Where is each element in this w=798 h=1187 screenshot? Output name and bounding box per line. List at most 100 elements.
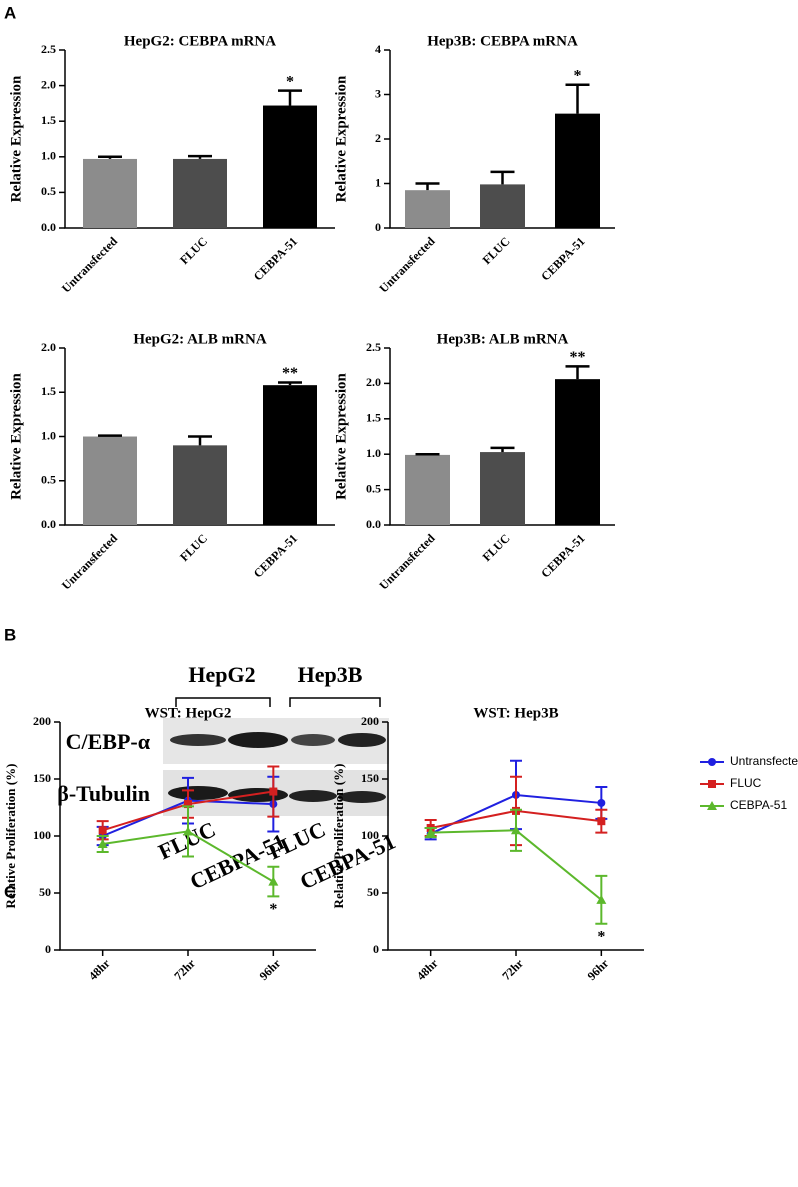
y-axis-label: Relative Proliferation (%) [331,764,346,909]
x-tick-label: FLUC [480,531,513,564]
error-bar [490,170,515,185]
x-tick-label: FLUC [177,531,210,564]
y-tick-label: 4 [375,42,381,56]
band [291,734,335,746]
y-tick-label: 0.5 [41,473,56,487]
x-tick-label: 48hr [86,956,113,983]
western-blot: HepG2 Hep3B C/EBP-α β-Tubulin FLUC CEBPA… [57,662,399,894]
x-tick-label: 96hr [257,956,284,983]
x-tick-label: Untransfected [59,234,121,296]
y-tick-label: 0 [373,942,379,956]
x-tick-label: CEBPA-51 [538,531,587,580]
legend-label: FLUC [730,776,762,790]
y-tick-label: 50 [367,885,379,899]
significance: ** [282,365,298,382]
significance: * [597,928,605,945]
band [228,732,288,748]
marker [183,826,193,836]
y-tick-label: 0.5 [41,184,56,198]
chart-title: WST: HepG2 [145,705,232,721]
marker [597,817,606,826]
marker [708,758,716,766]
x-tick-label: CEBPA-51 [538,234,587,283]
y-tick-label: 3 [375,86,381,100]
y-tick-label: 1.5 [41,113,56,127]
significance: ** [570,349,586,366]
marker [98,826,107,835]
y-tick-label: 200 [33,714,51,728]
y-tick-label: 150 [33,771,51,785]
x-tick-label: 72hr [499,956,526,983]
x-tick-label: Untransfected [59,531,121,593]
error-bar [565,365,590,380]
marker [707,801,717,810]
y-tick-label: 2 [375,131,381,145]
y-tick-label: 2.0 [41,77,56,91]
error-bar [98,434,122,437]
error-bar [415,452,440,456]
panel-label: A [4,3,16,22]
y-tick-label: 2.5 [41,42,56,56]
marker [597,798,606,807]
blot-group: Hep3B [298,662,363,687]
x-tick-label: CEBPA-51 [251,234,300,283]
bar [405,454,450,525]
band [338,733,386,747]
chart-title: HepG2: CEBPA mRNA [124,33,276,49]
blot-group: HepG2 [188,662,255,687]
error-bar [415,182,440,191]
x-tick-label: Untransfected [376,531,438,593]
y-tick-label: 1.5 [41,384,56,398]
y-tick-label: 0.5 [366,481,381,495]
bar [83,436,137,525]
marker [269,787,278,796]
y-tick-label: 150 [361,771,379,785]
y-axis-label: Relative Expression [8,372,24,499]
band [168,786,228,800]
band [170,734,226,746]
y-axis-label: Relative Expression [333,372,349,499]
y-tick-label: 200 [361,714,379,728]
error-bar [278,381,302,386]
error-bar [188,154,212,159]
marker [184,800,192,809]
y-tick-label: 1.0 [41,428,56,442]
significance: * [269,901,277,918]
chart-title: Hep3B: CEBPA mRNA [427,33,578,49]
y-axis-label: Relative Expression [8,75,24,202]
bar [555,379,600,525]
y-axis-label: Relative Expression [333,75,349,202]
x-tick-label: FLUC [177,234,210,267]
bar [263,105,317,228]
error-bar [188,435,212,446]
bar [173,445,227,525]
y-tick-label: 50 [39,885,51,899]
legend-label: CEBPA-51 [730,798,787,812]
y-tick-label: 1.0 [41,149,56,163]
error-bar [490,446,515,453]
marker [425,827,436,837]
legend-label: Untransfected [730,754,798,768]
x-tick-label: CEBPA-51 [251,531,300,580]
bar [405,190,450,228]
y-tick-label: 1 [375,175,381,189]
y-tick-label: 0.0 [41,220,56,234]
chart-title: HepG2: ALB mRNA [133,331,267,347]
x-tick-label: FLUC [480,234,513,267]
band [338,791,386,803]
error-bar [565,83,590,114]
y-tick-label: 100 [361,828,379,842]
y-axis-label: Relative Proliferation (%) [3,764,18,909]
significance: * [574,67,582,84]
y-tick-label: 2.0 [41,340,56,354]
band [228,788,288,802]
chart-title: WST: Hep3B [473,705,558,721]
panel-label: B [4,625,16,644]
bar [480,452,525,525]
y-tick-label: 0 [375,220,381,234]
y-tick-label: 2.0 [366,375,381,389]
bar [173,158,227,228]
panel-label: C [4,882,16,901]
y-tick-label: 1.5 [366,411,381,425]
